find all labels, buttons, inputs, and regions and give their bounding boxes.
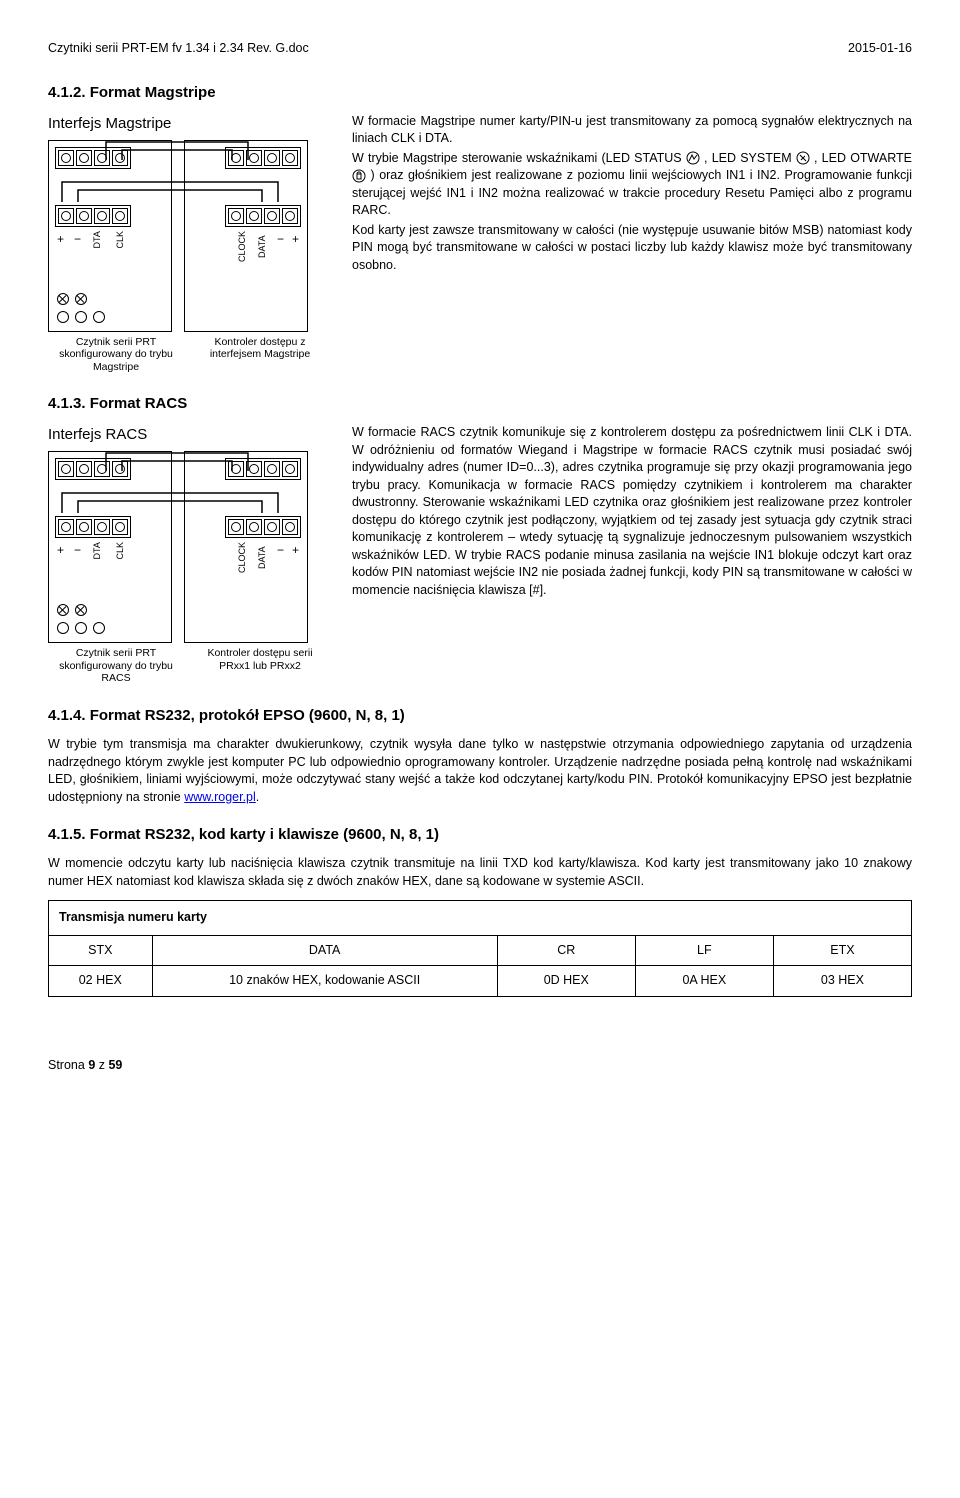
heading-415: 4.1.5. Format RS232, kod karty i klawisz… xyxy=(48,824,912,845)
diagram-413-caption-left: Czytnik serii PRT skonfigurowany do tryb… xyxy=(48,647,184,685)
table-cell: 02 HEX xyxy=(49,966,153,997)
text-413: W formacie RACS czytnik komunikuje się z… xyxy=(352,424,912,601)
diagram-412-title: Interfejs Magstripe xyxy=(48,113,328,134)
section-412-content: Interfejs Magstripe + − DTA CLK xyxy=(48,113,912,374)
diagram-413-reader: + − DTA CLK xyxy=(48,451,172,643)
diagram-412-controller: CLOCK DATA − + xyxy=(184,140,308,332)
page-footer: Strona 9 z 59 xyxy=(48,1057,912,1075)
table-header: CR xyxy=(497,935,635,966)
p-412-1: W formacie Magstripe numer karty/PIN-u j… xyxy=(352,113,912,148)
diagram-412-caption-left: Czytnik serii PRT skonfigurowany do tryb… xyxy=(48,336,184,374)
text-span: ) oraz głośnikiem jest realizowane z poz… xyxy=(352,168,912,217)
diagram-413-controller: CLOCK DATA − + xyxy=(184,451,308,643)
table-cell: 10 znaków HEX, kodowanie ASCII xyxy=(152,966,497,997)
text-412: W formacie Magstripe numer karty/PIN-u j… xyxy=(352,113,912,277)
table-header: DATA xyxy=(152,935,497,966)
term-label: − xyxy=(277,542,284,573)
card-transmission-table: Transmisja numeru karty STX DATA CR LF E… xyxy=(48,900,912,997)
term-label: DTA xyxy=(91,542,104,560)
diagram-413: Interfejs RACS + − DTA CLK xyxy=(48,424,328,685)
led-system-icon xyxy=(796,151,810,165)
text-span: . xyxy=(256,790,259,804)
diagram-412-caption-right: Kontroler dostępu z interfejsem Magstrip… xyxy=(192,336,328,374)
diagram-412: Interfejs Magstripe + − DTA CLK xyxy=(48,113,328,374)
p-412-2: W trybie Magstripe sterowanie wskaźnikam… xyxy=(352,150,912,220)
page-number: Strona 9 z 59 xyxy=(48,1058,122,1072)
term-label: − xyxy=(74,542,81,560)
p-413: W formacie RACS czytnik komunikuje się z… xyxy=(352,424,912,599)
term-label: + xyxy=(292,231,299,262)
text-span: W trybie tym transmisja ma charakter dwu… xyxy=(48,737,912,804)
term-label: DATA xyxy=(256,231,269,262)
text-span: , LED OTWARTE xyxy=(814,151,912,165)
page-header: Czytniki serii PRT-EM fv 1.34 i 2.34 Rev… xyxy=(48,40,912,58)
term-label: − xyxy=(74,231,81,249)
table-row: 02 HEX 10 znaków HEX, kodowanie ASCII 0D… xyxy=(49,966,912,997)
term-label: DATA xyxy=(256,542,269,573)
term-label: + xyxy=(57,231,64,249)
term-label: CLK xyxy=(114,542,127,560)
heading-413: 4.1.3. Format RACS xyxy=(48,393,912,414)
table-cell: 0D HEX xyxy=(497,966,635,997)
led-open-icon xyxy=(352,169,366,183)
text-414: W trybie tym transmisja ma charakter dwu… xyxy=(48,736,912,806)
diagram-413-title: Interfejs RACS xyxy=(48,424,328,445)
text-span: , LED SYSTEM xyxy=(704,151,796,165)
led-status-icon xyxy=(686,151,700,165)
term-label: CLOCK xyxy=(236,231,249,262)
p-412-3: Kod karty jest zawsze transmitowany w ca… xyxy=(352,222,912,275)
term-label: DTA xyxy=(91,231,104,249)
table-header-row: STX DATA CR LF ETX xyxy=(49,935,912,966)
heading-412: 4.1.2. Format Magstripe xyxy=(48,82,912,103)
table-header: LF xyxy=(635,935,773,966)
text-span: W trybie Magstripe sterowanie wskaźnikam… xyxy=(352,151,686,165)
table-header: ETX xyxy=(773,935,911,966)
text-415: W momencie odczytu karty lub naciśnięcia… xyxy=(48,855,912,890)
table-cell: 0A HEX xyxy=(635,966,773,997)
table-title: Transmisja numeru karty xyxy=(49,901,912,936)
table-cell: 03 HEX xyxy=(773,966,911,997)
term-label: + xyxy=(292,542,299,573)
p-415: W momencie odczytu karty lub naciśnięcia… xyxy=(48,855,912,890)
section-413-content: Interfejs RACS + − DTA CLK xyxy=(48,424,912,685)
heading-414: 4.1.4. Format RS232, protokół EPSO (9600… xyxy=(48,705,912,726)
doc-date: 2015-01-16 xyxy=(848,40,912,58)
term-label: CLOCK xyxy=(236,542,249,573)
doc-title: Czytniki serii PRT-EM fv 1.34 i 2.34 Rev… xyxy=(48,40,309,58)
link-roger[interactable]: www.roger.pl xyxy=(184,790,256,804)
diagram-412-reader: + − DTA CLK xyxy=(48,140,172,332)
term-label: + xyxy=(57,542,64,560)
p-414: W trybie tym transmisja ma charakter dwu… xyxy=(48,736,912,806)
term-label: CLK xyxy=(114,231,127,249)
diagram-413-caption-right: Kontroler dostępu serii PRxx1 lub PRxx2 xyxy=(192,647,328,685)
table-header: STX xyxy=(49,935,153,966)
term-label: − xyxy=(277,231,284,262)
